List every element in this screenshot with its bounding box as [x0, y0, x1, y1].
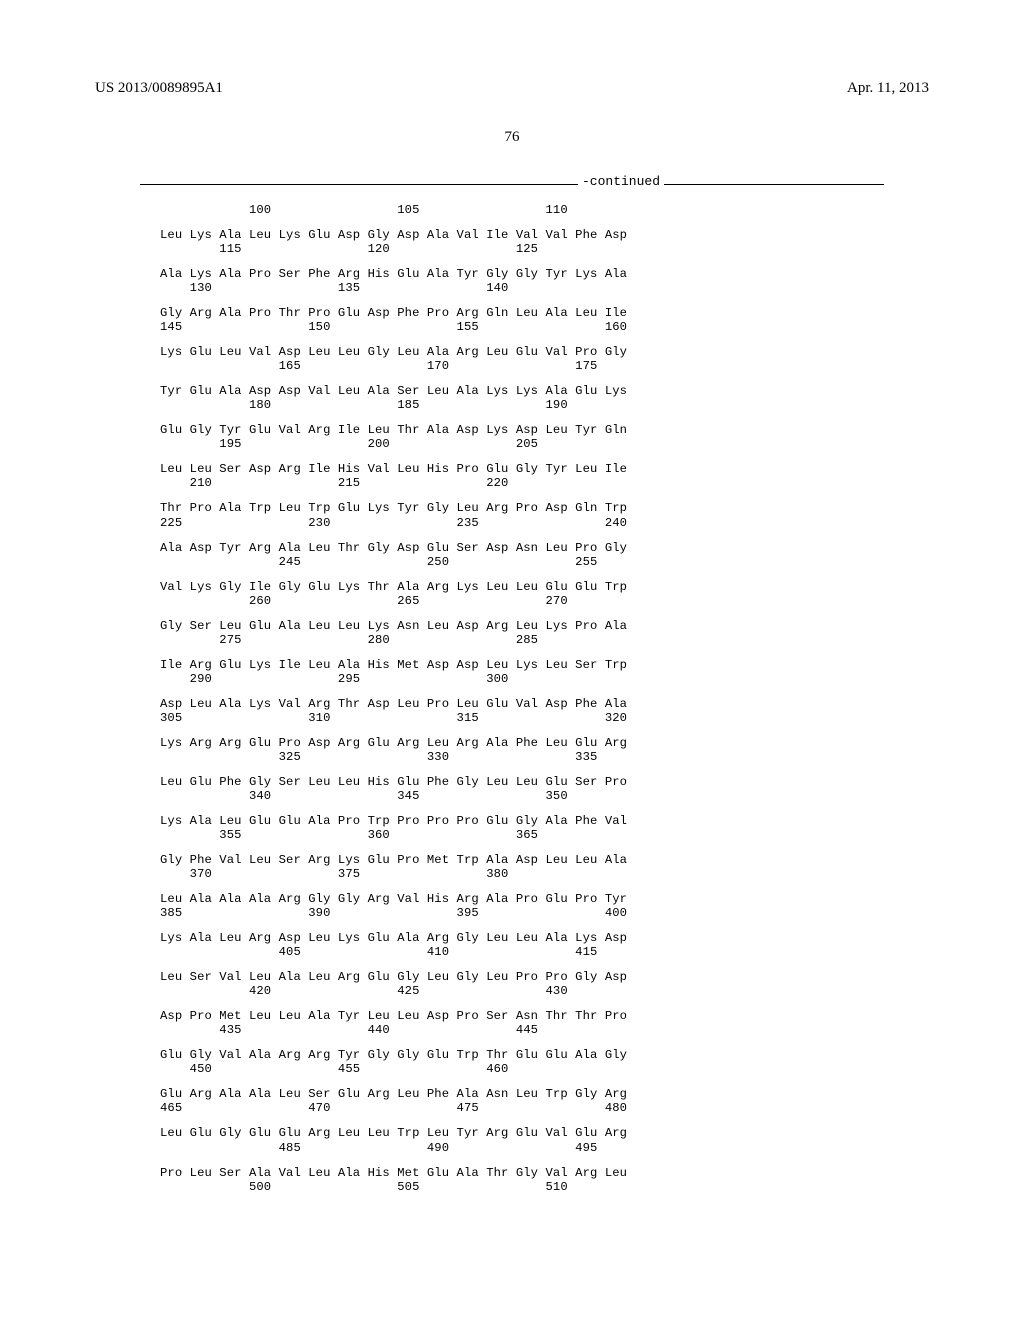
position-number-line: 325 330 335	[160, 750, 934, 764]
sequence-row: Thr Pro Ala Trp Leu Trp Glu Lys Tyr Gly …	[160, 501, 934, 529]
position-number-line: 420 425 430	[160, 984, 934, 998]
sequence-row: Ile Arg Glu Lys Ile Leu Ala His Met Asp …	[160, 658, 934, 686]
amino-acid-line: Leu Ala Ala Ala Arg Gly Gly Arg Val His …	[160, 892, 934, 906]
position-number-line: 290 295 300	[160, 672, 934, 686]
position-number-line: 370 375 380	[160, 867, 934, 881]
sequence-row: Leu Lys Ala Leu Lys Glu Asp Gly Asp Ala …	[160, 228, 934, 256]
sequence-row: Leu Ala Ala Ala Arg Gly Gly Arg Val His …	[160, 892, 934, 920]
amino-acid-line: Gly Arg Ala Pro Thr Pro Glu Asp Phe Pro …	[160, 306, 934, 320]
sequence-row: Lys Glu Leu Val Asp Leu Leu Gly Leu Ala …	[160, 345, 934, 373]
page-number: 76	[90, 129, 934, 146]
amino-acid-line: Glu Gly Val Ala Arg Arg Tyr Gly Gly Glu …	[160, 1048, 934, 1062]
position-number-line: 385 390 395 400	[160, 906, 934, 920]
sequence-row: Lys Ala Leu Glu Glu Ala Pro Trp Pro Pro …	[160, 814, 934, 842]
amino-acid-line: Val Lys Gly Ile Gly Glu Lys Thr Ala Arg …	[160, 580, 934, 594]
position-number-line: 275 280 285	[160, 633, 934, 647]
amino-acid-line: Glu Gly Tyr Glu Val Arg Ile Leu Thr Ala …	[160, 423, 934, 437]
sequence-row: Gly Ser Leu Glu Ala Leu Leu Lys Asn Leu …	[160, 619, 934, 647]
amino-acid-line: Leu Glu Phe Gly Ser Leu Leu His Glu Phe …	[160, 775, 934, 789]
position-number-line: 100 105 110	[160, 203, 934, 217]
sequence-row: Tyr Glu Ala Asp Asp Val Leu Ala Ser Leu …	[160, 384, 934, 412]
position-number-line: 195 200 205	[160, 437, 934, 451]
amino-acid-line: Pro Leu Ser Ala Val Leu Ala His Met Glu …	[160, 1166, 934, 1180]
amino-acid-line: Leu Ser Val Leu Ala Leu Arg Glu Gly Leu …	[160, 970, 934, 984]
amino-acid-line: Gly Phe Val Leu Ser Arg Lys Glu Pro Met …	[160, 853, 934, 867]
amino-acid-line: Glu Arg Ala Ala Leu Ser Glu Arg Leu Phe …	[160, 1087, 934, 1101]
amino-acid-line: Thr Pro Ala Trp Leu Trp Glu Lys Tyr Gly …	[160, 501, 934, 515]
amino-acid-line: Lys Arg Arg Glu Pro Asp Arg Glu Arg Leu …	[160, 736, 934, 750]
sequence-row: Gly Arg Ala Pro Thr Pro Glu Asp Phe Pro …	[160, 306, 934, 334]
continued-label: -continued	[578, 174, 664, 189]
sequence-row: Leu Ser Val Leu Ala Leu Arg Glu Gly Leu …	[160, 970, 934, 998]
position-number-line: 450 455 460	[160, 1062, 934, 1076]
position-number-line: 435 440 445	[160, 1023, 934, 1037]
sequence-row: 100 105 110	[160, 203, 934, 217]
sequence-row: Leu Leu Ser Asp Arg Ile His Val Leu His …	[160, 462, 934, 490]
position-number-line: 245 250 255	[160, 555, 934, 569]
sequence-row: Glu Gly Val Ala Arg Arg Tyr Gly Gly Glu …	[160, 1048, 934, 1076]
amino-acid-line: Ala Asp Tyr Arg Ala Leu Thr Gly Asp Glu …	[160, 541, 934, 555]
amino-acid-line: Asp Pro Met Leu Leu Ala Tyr Leu Leu Asp …	[160, 1009, 934, 1023]
position-number-line: 130 135 140	[160, 281, 934, 295]
position-number-line: 355 360 365	[160, 828, 934, 842]
position-number-line: 260 265 270	[160, 594, 934, 608]
sequence-row: Glu Gly Tyr Glu Val Arg Ile Leu Thr Ala …	[160, 423, 934, 451]
amino-acid-line: Leu Leu Ser Asp Arg Ile His Val Leu His …	[160, 462, 934, 476]
sequence-row: Lys Arg Arg Glu Pro Asp Arg Glu Arg Leu …	[160, 736, 934, 764]
position-number-line: 485 490 495	[160, 1141, 934, 1155]
amino-acid-line: Tyr Glu Ala Asp Asp Val Leu Ala Ser Leu …	[160, 384, 934, 398]
sequence-row: Asp Leu Ala Lys Val Arg Thr Asp Leu Pro …	[160, 697, 934, 725]
position-number-line: 165 170 175	[160, 359, 934, 373]
amino-acid-line: Lys Ala Leu Glu Glu Ala Pro Trp Pro Pro …	[160, 814, 934, 828]
amino-acid-line: Ala Lys Ala Pro Ser Phe Arg His Glu Ala …	[160, 267, 934, 281]
amino-acid-line: Leu Lys Ala Leu Lys Glu Asp Gly Asp Ala …	[160, 228, 934, 242]
sequence-row: Ala Lys Ala Pro Ser Phe Arg His Glu Ala …	[160, 267, 934, 295]
amino-acid-line: Asp Leu Ala Lys Val Arg Thr Asp Leu Pro …	[160, 697, 934, 711]
sequence-row: Asp Pro Met Leu Leu Ala Tyr Leu Leu Asp …	[160, 1009, 934, 1037]
sequence-row: Leu Glu Phe Gly Ser Leu Leu His Glu Phe …	[160, 775, 934, 803]
amino-acid-line: Leu Glu Gly Glu Glu Arg Leu Leu Trp Leu …	[160, 1126, 934, 1140]
position-number-line: 145 150 155 160	[160, 320, 934, 334]
page-container: US 2013/0089895A1 Apr. 11, 2013 76 -cont…	[0, 0, 1024, 1245]
position-number-line: 180 185 190	[160, 398, 934, 412]
sequence-row: Glu Arg Ala Ala Leu Ser Glu Arg Leu Phe …	[160, 1087, 934, 1115]
position-number-line: 210 215 220	[160, 476, 934, 490]
sequence-row: Gly Phe Val Leu Ser Arg Lys Glu Pro Met …	[160, 853, 934, 881]
sequence-row: Lys Ala Leu Arg Asp Leu Lys Glu Ala Arg …	[160, 931, 934, 959]
sequence-row: Ala Asp Tyr Arg Ala Leu Thr Gly Asp Glu …	[160, 541, 934, 569]
sequence-row: Val Lys Gly Ile Gly Glu Lys Thr Ala Arg …	[160, 580, 934, 608]
amino-acid-line: Ile Arg Glu Lys Ile Leu Ala His Met Asp …	[160, 658, 934, 672]
page-header: US 2013/0089895A1 Apr. 11, 2013	[90, 80, 934, 97]
position-number-line: 340 345 350	[160, 789, 934, 803]
amino-acid-line: Gly Ser Leu Glu Ala Leu Leu Lys Asn Leu …	[160, 619, 934, 633]
publication-number: US 2013/0089895A1	[95, 80, 223, 97]
position-number-line: 305 310 315 320	[160, 711, 934, 725]
amino-acid-line: Lys Glu Leu Val Asp Leu Leu Gly Leu Ala …	[160, 345, 934, 359]
amino-acid-line: Lys Ala Leu Arg Asp Leu Lys Glu Ala Arg …	[160, 931, 934, 945]
sequence-row: Leu Glu Gly Glu Glu Arg Leu Leu Trp Leu …	[160, 1126, 934, 1154]
position-number-line: 225 230 235 240	[160, 516, 934, 530]
sequence-row: Pro Leu Ser Ala Val Leu Ala His Met Glu …	[160, 1166, 934, 1194]
position-number-line: 115 120 125	[160, 242, 934, 256]
position-number-line: 500 505 510	[160, 1180, 934, 1194]
continued-divider: -continued	[140, 184, 884, 185]
sequence-listing: 100 105 110 Leu Lys Ala Leu Lys Glu Asp G…	[160, 203, 934, 1194]
divider-rule	[140, 184, 884, 185]
position-number-line: 465 470 475 480	[160, 1101, 934, 1115]
publication-date: Apr. 11, 2013	[847, 80, 929, 97]
position-number-line: 405 410 415	[160, 945, 934, 959]
